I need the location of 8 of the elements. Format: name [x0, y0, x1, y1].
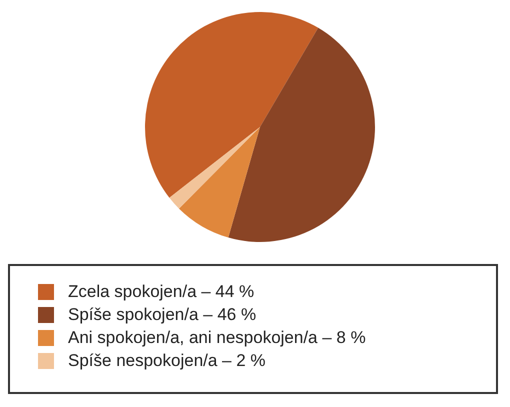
pie-slice [228, 28, 375, 242]
pie-slice [178, 127, 260, 238]
legend-label: Zcela spokojen/a – 44 % [68, 282, 254, 302]
pie-slice [169, 127, 260, 209]
legend-label: Spíše nespokojen/a – 2 % [68, 350, 266, 370]
legend-label: Ani spokojen/a, ani nespokojen/a – 8 % [68, 328, 366, 348]
legend-label: Spíše spokojen/a – 46 % [68, 304, 256, 324]
pie-slice [145, 12, 318, 198]
